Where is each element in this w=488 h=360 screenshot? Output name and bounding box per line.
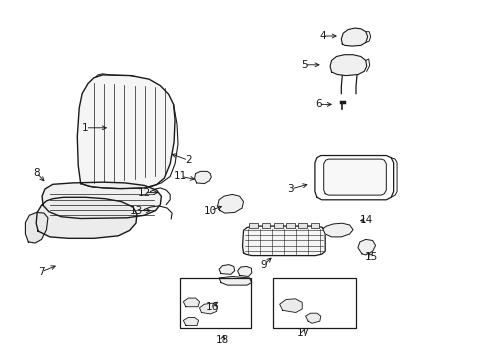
- Text: 14: 14: [359, 215, 373, 225]
- Text: 2: 2: [184, 155, 191, 165]
- Text: 16: 16: [205, 302, 219, 312]
- Polygon shape: [323, 159, 386, 195]
- Polygon shape: [329, 55, 366, 76]
- Text: 7: 7: [38, 267, 45, 277]
- Text: 17: 17: [296, 328, 309, 338]
- Text: 3: 3: [287, 184, 294, 194]
- Polygon shape: [36, 197, 137, 238]
- Polygon shape: [199, 303, 217, 314]
- Polygon shape: [217, 194, 243, 213]
- Text: 12: 12: [137, 188, 151, 198]
- Text: 9: 9: [260, 260, 267, 270]
- Polygon shape: [237, 266, 251, 276]
- Polygon shape: [194, 171, 211, 184]
- Bar: [285, 223, 294, 228]
- Bar: [272, 278, 355, 328]
- Text: 15: 15: [364, 252, 378, 262]
- Polygon shape: [322, 223, 352, 237]
- Polygon shape: [219, 276, 251, 285]
- Bar: [261, 223, 270, 228]
- Text: 1: 1: [82, 123, 89, 133]
- Polygon shape: [305, 313, 320, 323]
- Bar: [249, 223, 258, 228]
- Text: 18: 18: [215, 335, 229, 345]
- Text: 10: 10: [203, 206, 216, 216]
- Polygon shape: [42, 182, 161, 219]
- Polygon shape: [341, 28, 367, 46]
- Bar: [298, 223, 306, 228]
- Polygon shape: [77, 75, 175, 189]
- Text: 8: 8: [33, 168, 40, 178]
- Polygon shape: [242, 226, 325, 256]
- Bar: [310, 223, 319, 228]
- Bar: [273, 223, 282, 228]
- Polygon shape: [314, 156, 393, 200]
- Text: 5: 5: [300, 60, 307, 70]
- Text: 6: 6: [314, 99, 321, 109]
- Polygon shape: [357, 239, 375, 255]
- Polygon shape: [183, 298, 199, 307]
- Polygon shape: [219, 265, 234, 274]
- Polygon shape: [183, 318, 198, 325]
- Text: 4: 4: [319, 31, 325, 41]
- Text: 11: 11: [174, 171, 187, 181]
- Polygon shape: [25, 212, 48, 243]
- Text: 13: 13: [130, 206, 143, 216]
- Bar: [180, 278, 250, 328]
- Polygon shape: [279, 299, 302, 312]
